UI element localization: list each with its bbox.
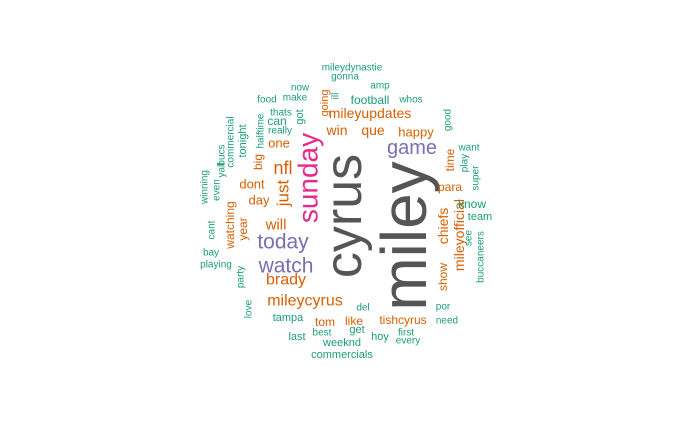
word-por: por <box>436 302 451 313</box>
word-day: day <box>249 193 270 208</box>
word-miley: miley <box>368 161 440 310</box>
word-mileyofficial: mileyofficial <box>451 199 467 271</box>
word-buccaneers: buccaneers <box>476 231 487 283</box>
word-football: football <box>351 93 390 107</box>
word-just: just <box>274 180 293 208</box>
word-bay: bay <box>203 248 219 259</box>
word-mileyupdates: mileyupdates <box>329 105 412 121</box>
word-winning: winning <box>200 170 211 205</box>
word-halftime: halftime <box>256 113 267 148</box>
word-hoy: hoy <box>371 331 389 343</box>
word-whos: whos <box>398 95 422 106</box>
word-watch: watch <box>258 255 314 278</box>
word-mileycyrus: mileycyrus <box>267 293 343 310</box>
word-tonight: tonight <box>237 124 249 157</box>
word-para: para <box>438 180 462 194</box>
word-watching: watching <box>223 201 237 249</box>
word-even: even <box>212 179 223 201</box>
word-del: del <box>356 303 369 314</box>
word-will: will <box>265 217 287 234</box>
word-year: year <box>236 217 250 240</box>
word-party: party <box>236 266 247 288</box>
word-can: can <box>267 114 286 128</box>
word-thats: thats <box>270 108 292 119</box>
word-ill: ill <box>331 93 342 100</box>
word-love: love <box>244 299 255 318</box>
word-show: show <box>436 263 450 291</box>
word-time: time <box>443 148 457 171</box>
word-play: play <box>460 154 471 172</box>
word-mileydynastie: mileydynastie <box>322 63 383 74</box>
word-tom: tom <box>315 315 335 329</box>
word-amp: amp <box>370 81 390 92</box>
word-dont: dont <box>239 177 265 192</box>
word-want: want <box>457 143 479 154</box>
word-first: first <box>398 328 414 339</box>
word-now: now <box>291 83 310 94</box>
word-que: que <box>361 122 385 138</box>
word-get: get <box>349 324 364 336</box>
word-commercials: commercials <box>311 349 373 361</box>
word-one: one <box>268 136 290 151</box>
word-win: win <box>325 122 347 138</box>
word-good: good <box>443 109 454 131</box>
word-tishcyrus: tishcyrus <box>379 313 426 327</box>
word-happy: happy <box>398 125 434 140</box>
word-weeknd: weeknd <box>322 337 361 349</box>
word-gonna: gonna <box>331 72 359 83</box>
word-going: going <box>319 90 331 117</box>
word-sunday: sunday <box>293 133 324 223</box>
word-food: food <box>257 95 276 106</box>
word-know: know <box>458 197 486 211</box>
word-like: like <box>345 314 363 328</box>
word-make: make <box>283 93 308 104</box>
word-team: team <box>468 211 492 223</box>
word-super: super <box>471 165 482 191</box>
word-playing: playing <box>200 260 232 271</box>
word-last: last <box>288 331 305 343</box>
word-cyrus: cyrus <box>315 154 373 278</box>
word-brady: brady <box>266 272 306 289</box>
word-nfl: nfl <box>273 158 292 178</box>
word-every: every <box>396 336 420 347</box>
word-cant: cant <box>207 220 218 239</box>
word-chiefs: chiefs <box>435 208 451 245</box>
word-commercial: commercial <box>226 116 237 167</box>
word-see: see <box>464 230 475 247</box>
word-need: need <box>436 316 458 327</box>
word-bucs: bucs <box>217 144 228 165</box>
word-big: big <box>251 154 265 170</box>
word-best: best <box>313 328 332 339</box>
word-yall: yall <box>217 162 228 177</box>
word-tampa: tampa <box>273 312 304 324</box>
word-today: today <box>257 231 309 254</box>
word-got: got <box>294 109 306 124</box>
word-game: game <box>387 137 437 159</box>
word-really: really <box>268 126 292 137</box>
